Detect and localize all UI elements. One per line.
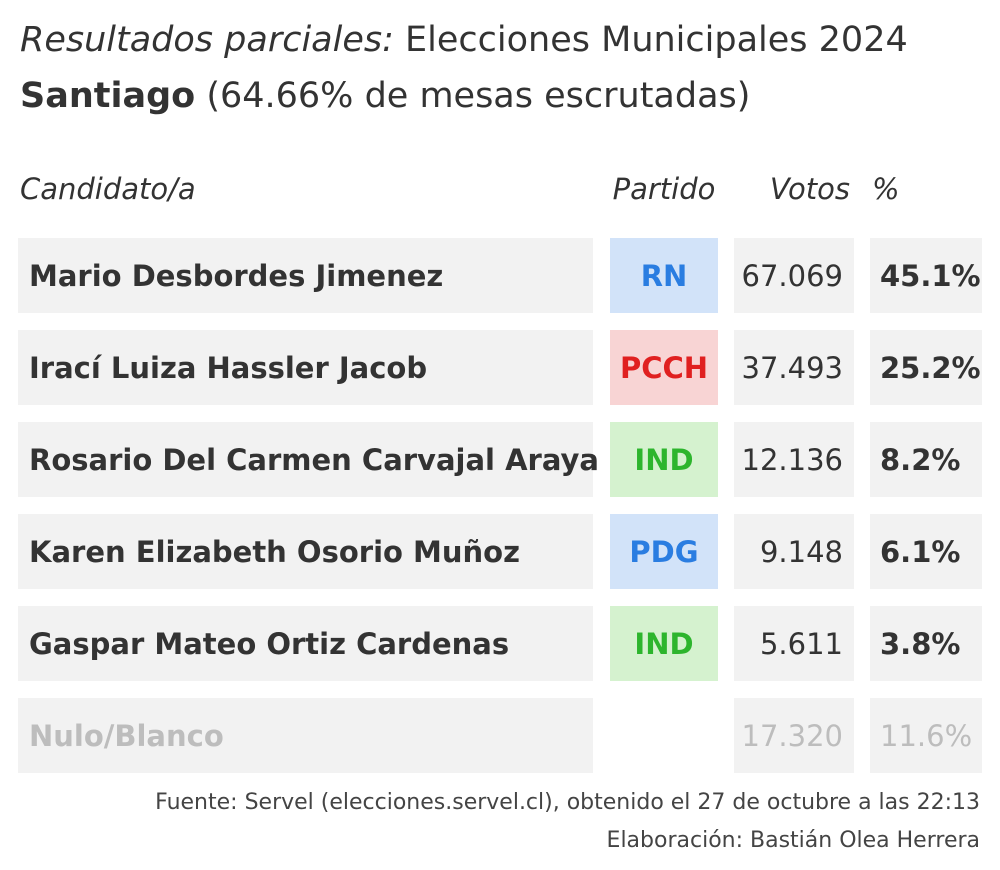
party-badge: IND [610,606,718,681]
credit-note: Elaboración: Bastián Olea Herrera [606,828,980,853]
candidate-name: Nulo/Blanco [18,698,593,773]
title-rest: Elecciones Municipales 2024 [393,20,908,60]
party-badge: RN [610,238,718,313]
candidate-name: Irací Luiza Hassler Jacob [18,330,593,405]
candidate-name: Gaspar Mateo Ortiz Cardenas [18,606,593,681]
vote-count: 17.320 [734,698,854,773]
party-badge: PDG [610,514,718,589]
vote-count: 67.069 [734,238,854,313]
vote-count: 37.493 [734,330,854,405]
vote-count: 5.611 [734,606,854,681]
party-badge [610,698,718,773]
column-header-party: Partido [612,172,716,206]
vote-percent: 8.2% [870,422,982,497]
party-badge: IND [610,422,718,497]
vote-count: 9.148 [734,514,854,589]
vote-percent: 3.8% [870,606,982,681]
party-badge: PCCH [610,330,718,405]
vote-percent: 25.2% [870,330,982,405]
vote-percent: 11.6% [870,698,982,773]
chart-subtitle: Santiago (64.66% de mesas escrutadas) [20,74,750,118]
vote-percent: 45.1% [870,238,982,313]
source-note: Fuente: Servel (elecciones.servel.cl), o… [155,790,980,815]
vote-count: 12.136 [734,422,854,497]
candidate-name: Rosario Del Carmen Carvajal Araya [18,422,599,497]
column-header-candidate: Candidato/a [20,172,196,206]
vote-percent: 6.1% [870,514,982,589]
column-header-votes: Votos [769,172,850,206]
candidate-name: Mario Desbordes Jimenez [18,238,593,313]
column-header-percent: % [872,172,900,206]
candidate-name: Karen Elizabeth Osorio Muñoz [18,514,593,589]
progress-text: (64.66% de mesas escrutadas) [195,76,751,116]
chart-title: Resultados parciales: Elecciones Municip… [20,18,908,62]
title-italic: Resultados parciales: [20,20,394,60]
commune-name: Santiago [20,76,196,116]
